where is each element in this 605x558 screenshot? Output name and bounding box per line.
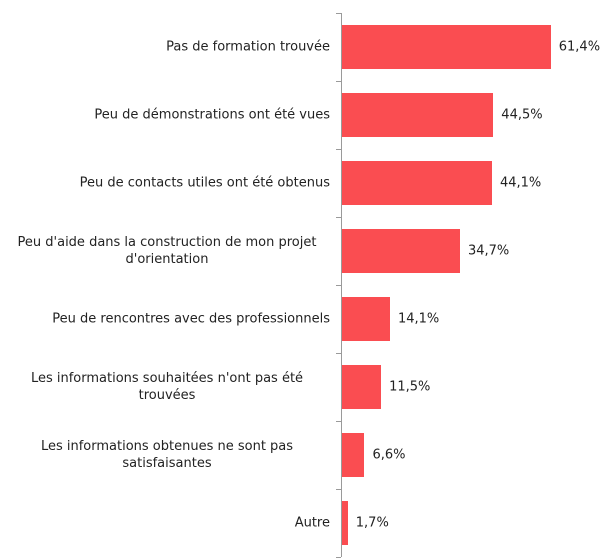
axis-tick [336,217,341,218]
axis-tick [336,81,341,82]
bar [342,365,382,409]
bar [342,93,494,137]
value-label: 6,6% [372,447,406,463]
category-label: Peu d'aide dans la construction de mon p… [17,235,317,267]
category-label: Les informations obtenues ne sont pas sa… [40,439,294,471]
axis-tick [336,489,341,490]
value-label: 1,7% [355,515,389,531]
bar [342,25,551,69]
category-axis [341,13,342,557]
value-label: 61,4% [558,39,601,55]
bar [342,161,492,205]
axis-tick [336,149,341,150]
value-label: 44,1% [499,175,542,191]
bar [342,501,348,545]
category-label: Autre [294,515,330,531]
category-label: Peu de rencontres avec des professionnel… [52,311,330,327]
bar [342,433,365,477]
axis-tick [336,353,341,354]
axis-tick [336,13,341,14]
value-label: 14,1% [397,311,440,327]
bar [342,297,390,341]
category-label: Pas de formation trouvée [166,39,330,55]
bar [342,229,460,273]
category-label: Peu de démonstrations ont été vues [94,107,330,123]
value-label: 34,7% [467,243,510,259]
category-label: Les informations souhaitées n'ont pas ét… [30,371,304,403]
axis-tick [336,285,341,286]
category-label: Peu de contacts utiles ont été obtenus [79,175,330,191]
axis-tick [336,421,341,422]
value-label: 44,5% [501,107,543,123]
value-label: 11,5% [389,379,431,395]
